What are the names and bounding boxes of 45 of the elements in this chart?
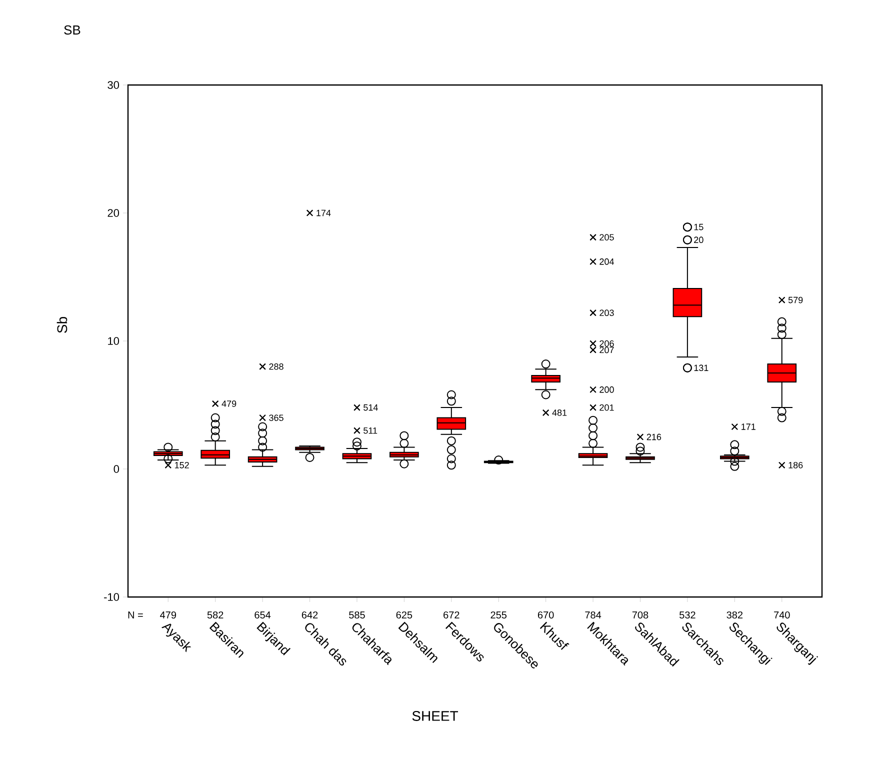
annotation: 203 <box>600 310 614 316</box>
text: 642 <box>302 611 318 619</box>
text: 625 <box>396 611 412 619</box>
annotation: 174 <box>316 210 331 216</box>
annotation: 479 <box>222 400 236 407</box>
annotation: 131 <box>694 364 708 372</box>
y-tick-label: 20 <box>108 209 120 217</box>
y-tick-label: 10 <box>108 337 120 345</box>
text: 532 <box>680 611 696 619</box>
annotation: 201 <box>600 404 614 411</box>
annotation: 205 <box>600 234 614 240</box>
annotation: 171 <box>742 424 756 430</box>
text: 672 <box>444 611 460 619</box>
text: 670 <box>538 611 554 619</box>
annotation: 288 <box>269 363 284 370</box>
x-axis-title: SHEET <box>412 711 458 721</box>
text: 582 <box>207 611 224 619</box>
text: 708 <box>632 611 648 619</box>
text: 784 <box>585 611 602 619</box>
text: 740 <box>774 611 790 619</box>
annotation: 511 <box>364 427 378 434</box>
text: N = <box>128 612 143 618</box>
text: 479 <box>160 611 176 619</box>
annotation: 200 <box>600 386 614 393</box>
annotation: 579 <box>788 296 803 304</box>
annotation: 216 <box>646 434 662 440</box>
annotation: 514 <box>364 404 378 411</box>
chart-title: SB <box>64 25 80 35</box>
text: 585 <box>349 611 365 619</box>
annotation: 206 <box>600 340 614 347</box>
annotation: 152 <box>175 462 189 468</box>
y-axis-title: Sb <box>56 317 68 333</box>
annotation: 186 <box>788 462 803 468</box>
y-tick-label: 0 <box>114 465 120 473</box>
text: 255 <box>490 611 507 619</box>
annotation: 20 <box>694 236 704 244</box>
text: 654 <box>254 611 271 619</box>
annotation: 15 <box>694 224 704 230</box>
y-tick-label: 30 <box>108 81 120 89</box>
annotation: 204 <box>600 258 614 265</box>
annotation: 365 <box>269 414 284 421</box>
text: 382 <box>726 611 743 619</box>
annotation: 207 <box>600 346 614 354</box>
y-tick-label: -10 <box>104 593 120 601</box>
annotation: 481 <box>552 409 567 416</box>
